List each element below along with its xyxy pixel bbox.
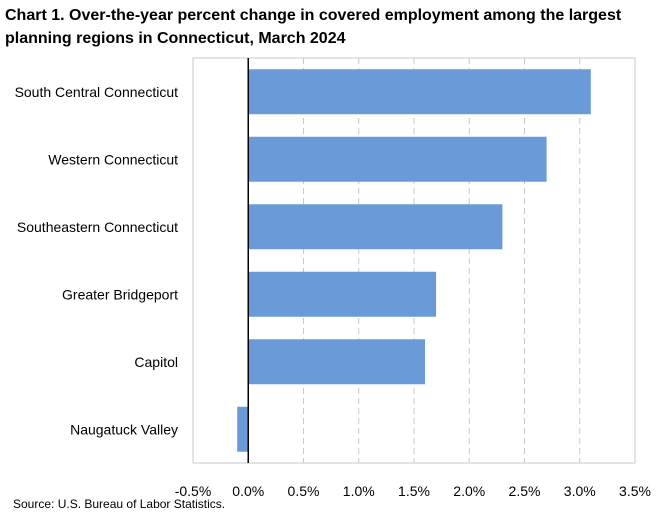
category-label: Capitol — [134, 354, 178, 370]
bar — [248, 339, 426, 385]
x-tick-label: 2.5% — [509, 483, 541, 499]
bar — [248, 69, 591, 115]
category-label: Greater Bridgeport — [62, 286, 178, 302]
labels: -0.5% 0.0% 0.5% 1.0% 1.5% 2.0% 2.5% 3.0% 3.5% Sou… — [15, 84, 651, 499]
category-label: South Central Connecticut — [15, 84, 179, 100]
x-tick-label: 0.0% — [232, 483, 264, 499]
chart-title: Chart 1. Over-the-year percent change in… — [5, 7, 622, 47]
x-tick-label: 1.0% — [343, 483, 375, 499]
x-tick-label: 3.5% — [619, 483, 651, 499]
x-tick-label: 0.5% — [288, 483, 320, 499]
gridlines — [303, 58, 581, 463]
bar — [248, 204, 503, 250]
category-label: Western Connecticut — [48, 151, 178, 167]
x-tick-label: 2.0% — [453, 483, 485, 499]
x-tick-label: 1.5% — [398, 483, 430, 499]
x-tick-label: 3.0% — [564, 483, 596, 499]
category-label: Southeastern Connecticut — [17, 219, 178, 235]
bar — [237, 406, 249, 452]
x-tick-label: -0.5% — [175, 483, 212, 499]
bar — [248, 136, 547, 182]
source-note: Source: U.S. Bureau of Labor Statistics. — [13, 497, 226, 511]
bars — [237, 69, 591, 452]
bar — [248, 271, 437, 317]
category-label: Naugatuck Valley — [70, 421, 178, 437]
